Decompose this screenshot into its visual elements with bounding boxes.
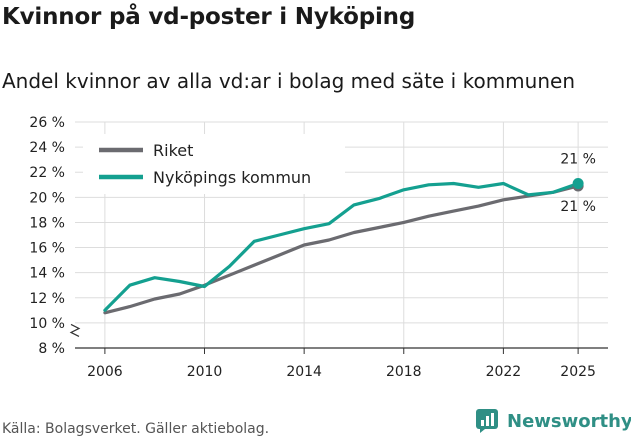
newsworthy-logo-icon <box>476 409 498 433</box>
series-lines <box>103 178 584 315</box>
end-point-kommun <box>572 178 584 190</box>
x-tick-label: 2022 <box>486 364 522 380</box>
legend: Riket Nyköpings kommun <box>83 134 345 194</box>
newsworthy-logo: Newsworthy <box>475 408 631 434</box>
series-line-riket <box>103 184 580 315</box>
y-tick-label: 20 % <box>29 190 65 206</box>
end-labels: 21 % 21 % <box>560 152 596 216</box>
x-tick-label: 2010 <box>187 364 223 380</box>
axes <box>69 323 608 354</box>
x-tick-label: 2014 <box>286 364 322 380</box>
end-label-kommun: 21 % <box>560 152 596 168</box>
x-tick-label: 2006 <box>87 364 123 380</box>
brand-name: Newsworthy <box>507 410 631 432</box>
legend-label-kommun: Nyköpings kommun <box>153 168 311 187</box>
y-tick-label: 24 % <box>29 140 65 156</box>
chart-title: Kvinnor på vd-poster i Nyköping <box>2 4 416 30</box>
x-tick-label: 2025 <box>560 364 596 380</box>
end-label-riket: 21 % <box>560 199 596 215</box>
legend-background <box>83 134 345 194</box>
y-tick-label: 22 % <box>29 165 65 181</box>
x-tick-label: 2018 <box>386 364 422 380</box>
y-tick-label: 18 % <box>29 215 65 231</box>
source-note: Källa: Bolagsverket. Gäller aktiebolag. <box>2 421 270 437</box>
y-tick-label: 12 % <box>29 291 65 307</box>
legend-label-riket: Riket <box>153 141 193 160</box>
y-tick-label: 26 % <box>29 115 65 131</box>
y-tick-label: 16 % <box>29 241 65 257</box>
axis-break-icon <box>69 323 81 337</box>
x-tick-labels: 2006 2010 2014 2018 2022 2025 <box>87 364 596 380</box>
y-tick-label: 10 % <box>29 316 65 332</box>
series-line-kommun <box>103 181 580 312</box>
chart-subtitle: Andel kvinnor av alla vd:ar i bolag med … <box>2 69 575 93</box>
y-tick-label: 14 % <box>29 266 65 282</box>
line-chart: 8 %10 %12 %14 %16 %18 %20 %22 %24 %26 % … <box>29 115 608 380</box>
y-tick-labels: 8 % 10 % 12 % 14 % 16 % 18 % 20 % 22 % 24 % 26 % <box>29 115 65 357</box>
y-tick-label: 8 % <box>38 341 65 357</box>
